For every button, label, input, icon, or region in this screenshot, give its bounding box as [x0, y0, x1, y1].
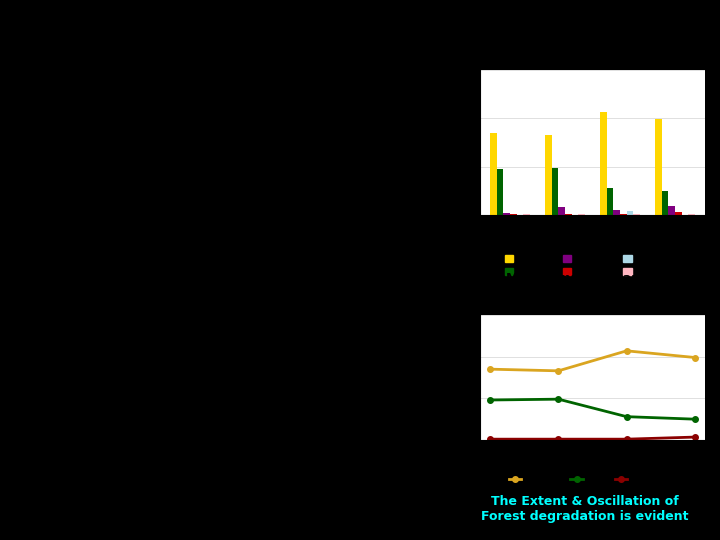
Bar — [545, 135, 552, 215]
Bar — [620, 214, 626, 215]
Forest — [690, 416, 699, 422]
Bar — [600, 112, 607, 215]
Settlement — [622, 436, 631, 442]
Bar — [655, 119, 662, 215]
Bar — [688, 214, 695, 215]
Bar — [490, 133, 497, 215]
Bar — [559, 207, 565, 215]
Settlement — [554, 436, 563, 442]
Bar — [613, 210, 620, 215]
Farmlands — [554, 368, 563, 374]
Text: The Extent & Oscillation of
Forest degradation is evident: The Extent & Oscillation of Forest degra… — [481, 495, 689, 523]
Legend: Farmlands, Forest, Settlement: Farmlands, Forest, Settlement — [505, 471, 680, 487]
Bar — [578, 214, 585, 215]
Line: Forest: Forest — [487, 396, 698, 422]
Bar — [503, 213, 510, 215]
Bar — [662, 191, 668, 215]
Line: Farmlands: Farmlands — [487, 348, 698, 374]
Bar — [668, 206, 675, 215]
Bar — [626, 211, 633, 215]
Bar — [675, 212, 682, 215]
Farmlands — [690, 354, 699, 361]
Text: Mau Complex
Landuse Changes as
from the year 1986-2017: Mau Complex Landuse Changes as from the … — [498, 12, 672, 55]
Bar — [552, 167, 559, 215]
Forest — [622, 414, 631, 420]
Bar — [497, 168, 503, 215]
Bar — [607, 188, 613, 215]
Settlement — [690, 434, 699, 440]
Legend: Farmlands, Forest, Plantation, Settlement, Waterbody, Barelands: Farmlands, Forest, Plantation, Settlemen… — [502, 251, 683, 280]
Farmlands — [486, 366, 495, 373]
Text: Mau Complex Changes
against its   Main couses: Mau Complex Changes against its Main cou… — [498, 272, 672, 300]
Forest — [554, 396, 563, 402]
Bar — [565, 214, 572, 215]
Forest — [486, 397, 495, 403]
Bar — [510, 214, 517, 215]
Line: Settlement: Settlement — [487, 434, 698, 442]
Settlement — [486, 436, 495, 442]
Bar — [523, 214, 530, 215]
Farmlands — [622, 348, 631, 354]
Bar — [633, 214, 640, 215]
